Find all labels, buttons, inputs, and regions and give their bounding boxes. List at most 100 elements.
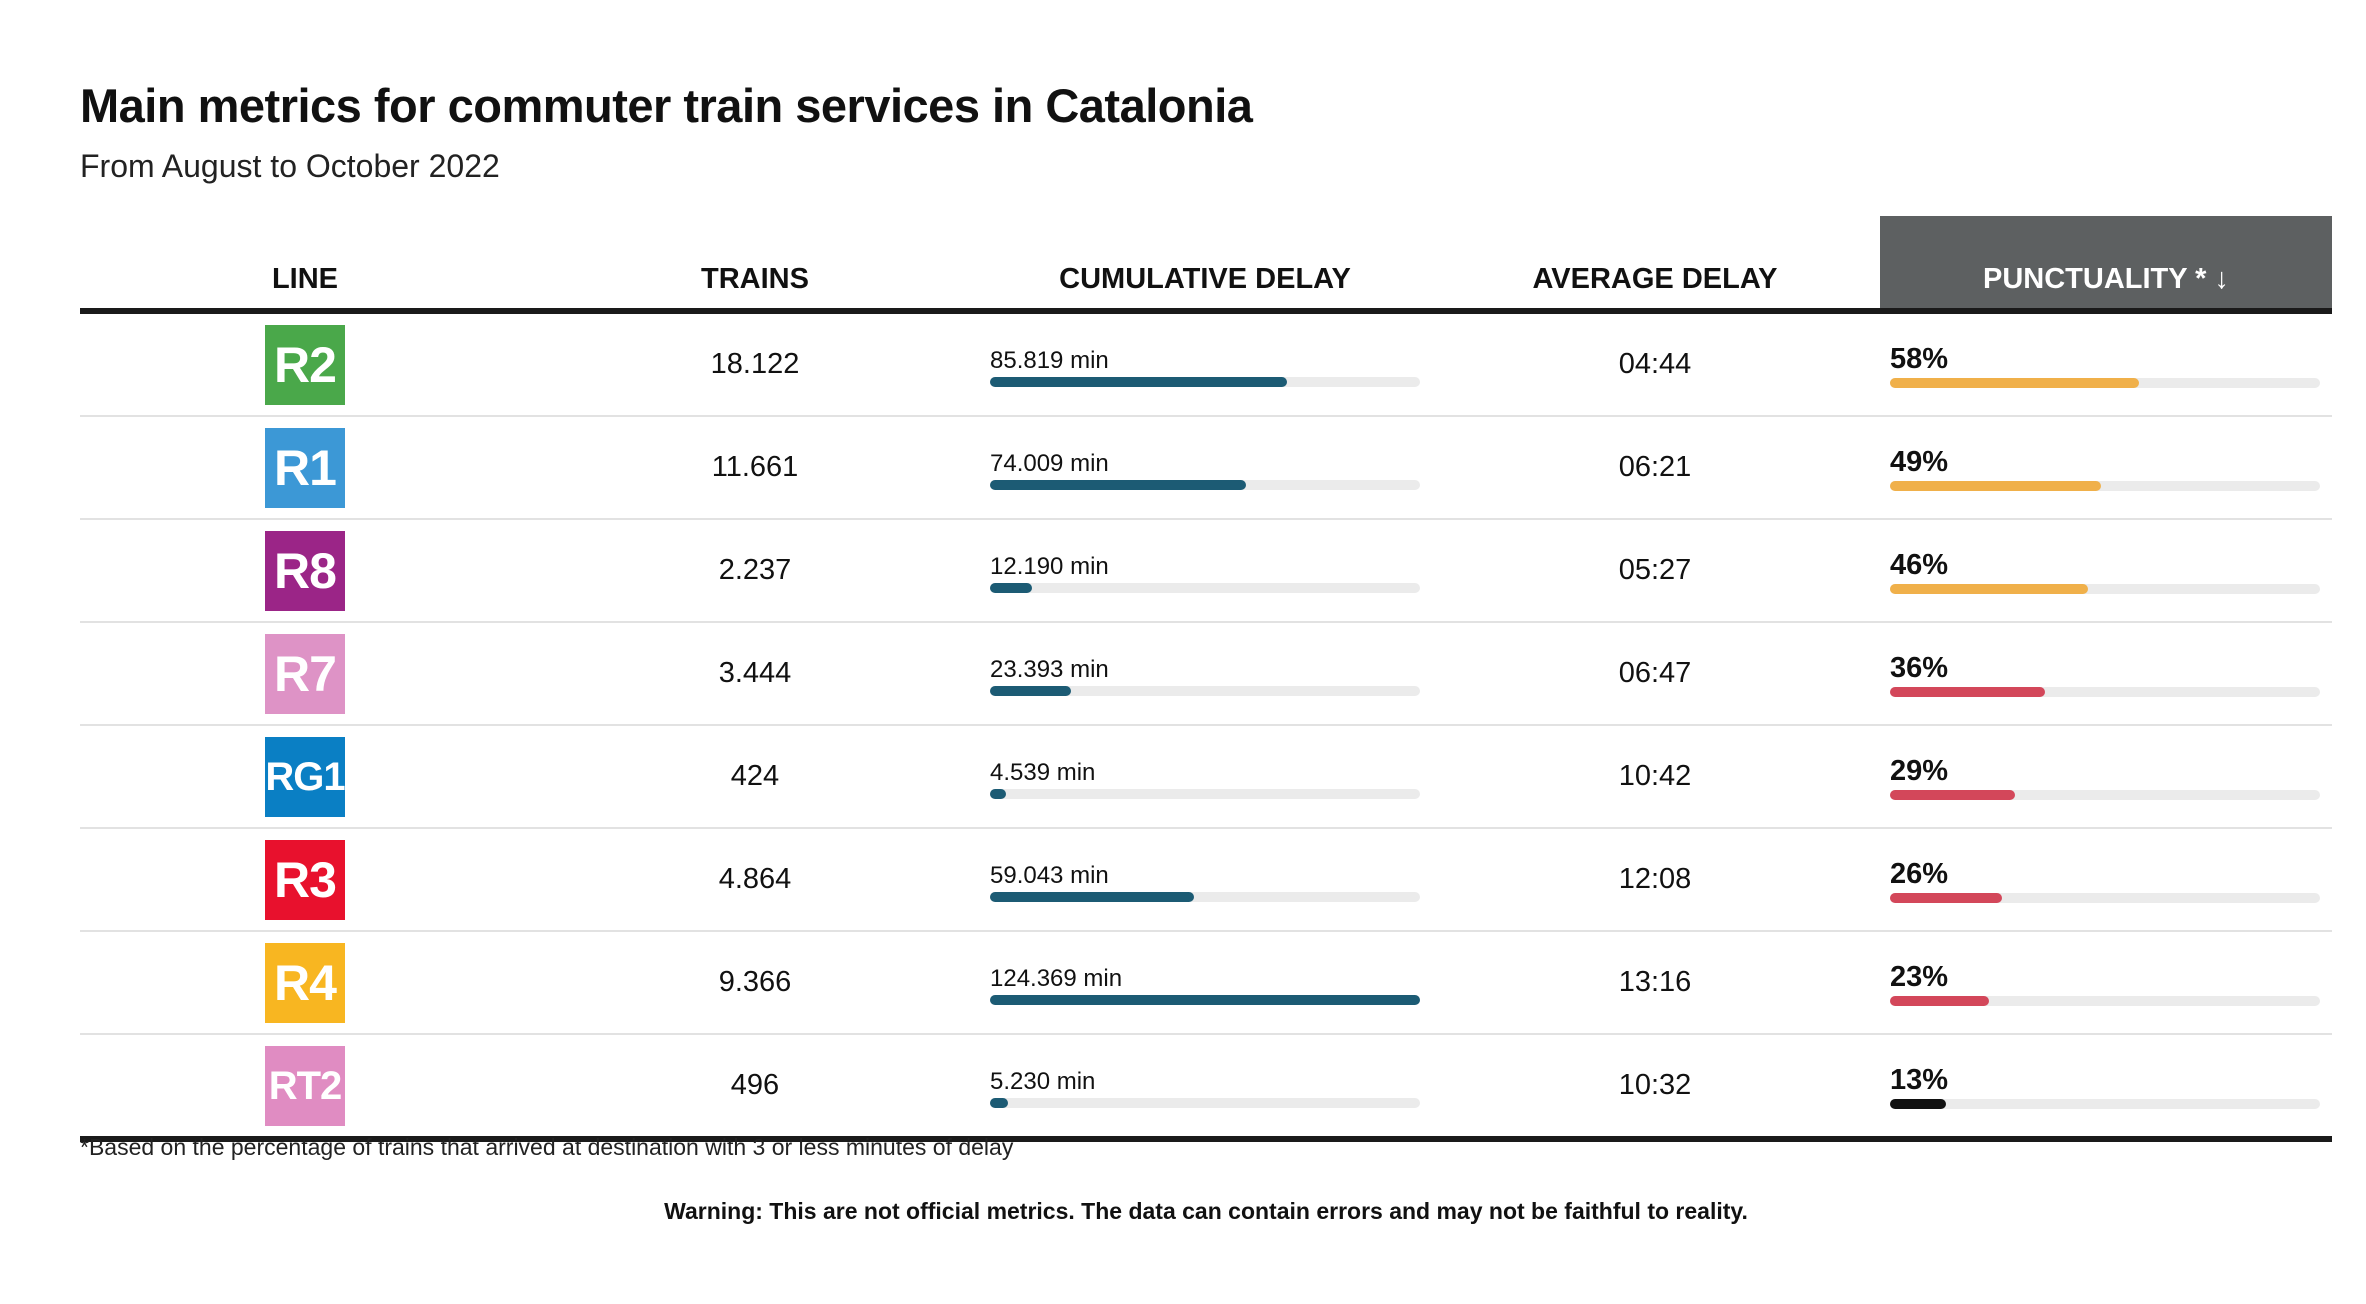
cumulative-delay-cell: 124.369 min [980, 931, 1430, 1035]
line-badge: R2 [265, 324, 345, 405]
column-header-punctuality[interactable]: PUNCTUALITY * ↓ [1880, 216, 2332, 314]
line-badge: R8 [265, 530, 345, 611]
punctuality-track [1890, 481, 2320, 491]
line-badge: R7 [265, 633, 345, 714]
line-cell: R4 [80, 931, 530, 1035]
cumulative-delay-track [990, 582, 1420, 593]
line-cell: R7 [80, 622, 530, 726]
table-row: RG1 424 4.539 min 10:42 29% [80, 725, 2332, 829]
table-row: R4 9.366 124.369 min 13:16 23% [80, 931, 2332, 1035]
trains-value: 2.237 [530, 519, 980, 623]
cumulative-delay-label: 59.043 min [990, 861, 1109, 889]
table-row: R1 11.661 74.009 min 06:21 49% [80, 416, 2332, 520]
table-header-row: LINE TRAINS CUMULATIVE DELAY AVERAGE DEL… [80, 216, 2332, 314]
trains-value: 3.444 [530, 622, 980, 726]
punctuality-cell: 13% [1880, 1034, 2332, 1142]
page-title: Main metrics for commuter train services… [80, 79, 1253, 132]
punctuality-label: 58% [1890, 343, 1949, 375]
table-row: R2 18.122 85.819 min 04:44 58% [80, 311, 2332, 417]
table-row: R7 3.444 23.393 min 06:47 36% [80, 622, 2332, 726]
cumulative-delay-track [990, 1097, 1420, 1108]
cumulative-delay-bar [990, 891, 1195, 902]
line-badge: R4 [265, 942, 345, 1023]
punctuality-track [1890, 893, 2320, 903]
average-delay-value: 13:16 [1430, 931, 1880, 1035]
punctuality-bar [1890, 584, 2088, 594]
average-delay-value: 10:42 [1430, 725, 1880, 829]
line-cell: R3 [80, 828, 530, 932]
trains-value: 11.661 [530, 416, 980, 520]
cumulative-delay-label: 23.393 min [990, 655, 1109, 683]
cumulative-delay-track [990, 891, 1420, 902]
punctuality-bar [1890, 893, 2002, 903]
average-delay-value: 10:32 [1430, 1034, 1880, 1142]
trains-value: 4.864 [530, 828, 980, 932]
punctuality-cell: 26% [1880, 828, 2332, 932]
punctuality-label: 29% [1890, 755, 1949, 787]
cumulative-delay-label: 12.190 min [990, 552, 1109, 580]
cumulative-delay-label: 74.009 min [990, 449, 1109, 477]
line-cell: RG1 [80, 725, 530, 829]
cumulative-delay-label: 5.230 min [990, 1067, 1096, 1095]
punctuality-label: 23% [1890, 961, 1949, 993]
cumulative-delay-bar [990, 582, 1033, 593]
cumulative-delay-cell: 12.190 min [980, 519, 1430, 623]
cumulative-delay-cell: 23.393 min [980, 622, 1430, 726]
average-delay-value: 06:21 [1430, 416, 1880, 520]
punctuality-bar [1890, 378, 2140, 388]
punctuality-bar [1890, 1099, 1946, 1109]
cumulative-delay-track [990, 376, 1420, 387]
cumulative-delay-bar [990, 685, 1071, 696]
cumulative-delay-track [990, 479, 1420, 490]
column-header-cumulative-delay[interactable]: CUMULATIVE DELAY [980, 216, 1430, 314]
footnote: *Based on the percentage of trains that … [80, 1134, 1014, 1160]
trains-value: 424 [530, 725, 980, 829]
column-header-trains[interactable]: TRAINS [530, 216, 980, 314]
trains-value: 9.366 [530, 931, 980, 1035]
table-row: RT2 496 5.230 min 10:32 13% [80, 1034, 2332, 1142]
cumulative-delay-bar [990, 994, 1420, 1005]
cumulative-delay-track [990, 994, 1420, 1005]
punctuality-label: 46% [1890, 549, 1949, 581]
cumulative-delay-bar [990, 479, 1246, 490]
average-delay-value: 12:08 [1430, 828, 1880, 932]
average-delay-value: 04:44 [1430, 311, 1880, 417]
punctuality-bar [1890, 481, 2101, 491]
cumulative-delay-bar [990, 788, 1006, 799]
line-badge: R3 [265, 839, 345, 920]
punctuality-label: 36% [1890, 652, 1949, 684]
cumulative-delay-cell: 74.009 min [980, 416, 1430, 520]
cumulative-delay-cell: 85.819 min [980, 311, 1430, 417]
average-delay-value: 05:27 [1430, 519, 1880, 623]
metrics-table: LINE TRAINS CUMULATIVE DELAY AVERAGE DEL… [80, 216, 2332, 1142]
line-cell: RT2 [80, 1034, 530, 1142]
punctuality-cell: 29% [1880, 725, 2332, 829]
cumulative-delay-track [990, 788, 1420, 799]
punctuality-cell: 46% [1880, 519, 2332, 623]
column-header-average-delay[interactable]: AVERAGE DELAY [1430, 216, 1880, 314]
line-badge: R1 [265, 427, 345, 508]
warning-note: Warning: This are not official metrics. … [664, 1198, 1748, 1224]
cumulative-delay-track [990, 685, 1420, 696]
trains-value: 496 [530, 1034, 980, 1142]
cumulative-delay-cell: 5.230 min [980, 1034, 1430, 1142]
cumulative-delay-bar [990, 376, 1287, 387]
punctuality-track [1890, 996, 2320, 1006]
punctuality-bar [1890, 790, 2015, 800]
cumulative-delay-label: 85.819 min [990, 346, 1109, 374]
line-cell: R8 [80, 519, 530, 623]
column-header-line[interactable]: LINE [80, 216, 530, 314]
punctuality-label: 13% [1890, 1064, 1949, 1096]
punctuality-track [1890, 378, 2320, 388]
trains-value: 18.122 [530, 311, 980, 417]
punctuality-cell: 36% [1880, 622, 2332, 726]
line-cell: R1 [80, 416, 530, 520]
punctuality-cell: 49% [1880, 416, 2332, 520]
line-cell: R2 [80, 311, 530, 417]
line-badge: RG1 [265, 736, 346, 817]
cumulative-delay-cell: 59.043 min [980, 828, 1430, 932]
punctuality-label: 49% [1890, 446, 1949, 478]
punctuality-track [1890, 584, 2320, 594]
table-row: R3 4.864 59.043 min 12:08 26% [80, 828, 2332, 932]
punctuality-bar [1890, 687, 2045, 697]
